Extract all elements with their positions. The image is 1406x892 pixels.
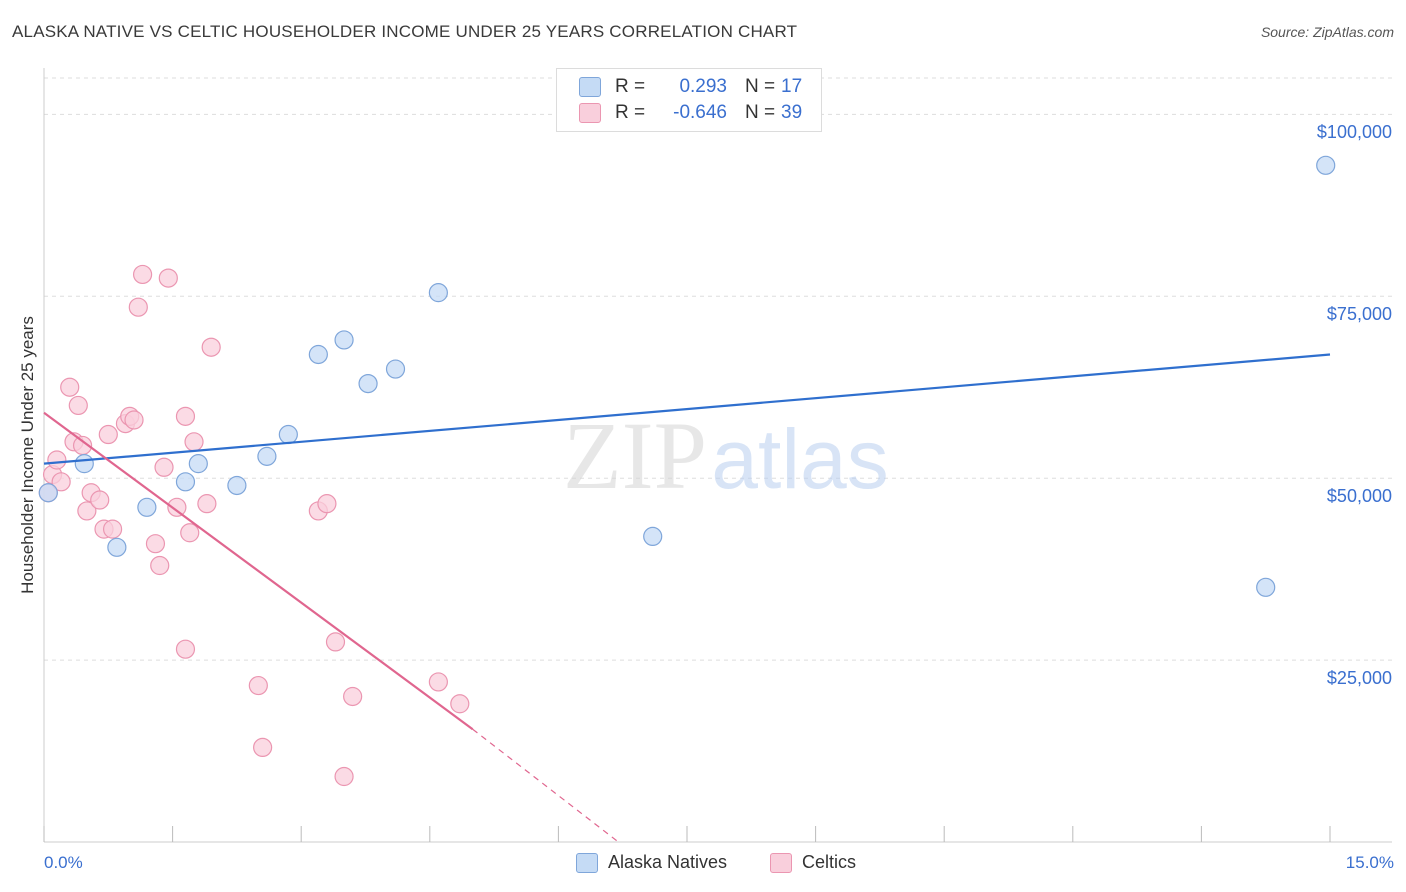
celtics-point	[167, 497, 187, 517]
bottom-legend-celtics: Celtics	[770, 852, 856, 873]
legend-r-value: -0.646	[673, 102, 727, 123]
bottom-legend-alaska-natives: Alaska Natives	[576, 852, 727, 873]
celtics-point	[253, 737, 273, 758]
celtics-point	[124, 410, 144, 430]
alaska-natives-points	[38, 155, 1336, 597]
y-tick-label: $75,000	[1326, 304, 1392, 325]
celtics-point	[343, 686, 363, 707]
source-label: Source: ZipAtlas.com	[1260, 24, 1394, 40]
legend-row-alaska-natives: R = 0.293 N = 17	[579, 74, 802, 100]
celtics-point	[132, 264, 153, 285]
legend-r-label: R =	[615, 102, 646, 123]
alaska-natives-point	[643, 526, 663, 547]
legend-swatch-pink	[579, 103, 601, 123]
legend-swatch-blue	[579, 77, 601, 97]
alaska-natives-point	[334, 330, 354, 350]
celtics-point	[450, 694, 470, 714]
alaska-natives-point	[38, 483, 58, 503]
celtics-point	[158, 268, 178, 288]
alaska-natives-point	[107, 537, 127, 557]
legend-n-label: N =	[745, 102, 776, 123]
alaska-natives-point	[308, 344, 328, 365]
alaska-natives-point	[1256, 577, 1276, 597]
alaska-natives-point	[278, 424, 298, 445]
celtics-point	[77, 501, 97, 521]
y-tick-label: $25,000	[1326, 668, 1392, 689]
alaska-natives-point	[227, 475, 247, 496]
celtics-point	[175, 406, 196, 426]
legend-r-label: R =	[615, 76, 646, 97]
celtics-point	[98, 424, 118, 445]
celtics-trend-extension	[472, 728, 619, 843]
celtics-point	[51, 472, 71, 492]
alaska-natives-point	[74, 454, 94, 474]
celtics-point	[60, 377, 80, 397]
bottom-legend-swatch-pink	[770, 852, 792, 873]
bottom-legend-label: Celtics	[802, 852, 857, 872]
legend-n-value: 39	[781, 102, 803, 123]
celtics-point	[334, 766, 354, 787]
watermark-atlas: atlas	[711, 412, 888, 506]
celtics-point	[197, 494, 217, 514]
alaska-natives-point	[188, 454, 208, 474]
bottom-legend-swatch-blue	[576, 852, 598, 873]
celtics-point	[317, 494, 337, 514]
legend-r-value: 0.293	[679, 76, 727, 97]
celtics-point	[248, 675, 268, 696]
celtics-point	[428, 672, 448, 692]
celtics-point	[150, 555, 170, 576]
legend-n-label: N =	[745, 76, 776, 97]
alaska-natives-point	[1316, 155, 1336, 175]
y-axis-title: Householder Income Under 25 years	[18, 316, 37, 594]
x-tick-label-max: 15.0%	[1345, 853, 1394, 872]
celtics-point	[184, 432, 204, 452]
celtics-point	[180, 523, 200, 543]
alaska-natives-point	[358, 374, 378, 394]
x-tick-label-min: 0.0%	[44, 853, 83, 872]
celtics-point	[154, 457, 174, 477]
celtics-point	[201, 337, 221, 357]
watermark-zip: ZIP	[563, 402, 707, 509]
celtics-trend-line	[43, 411, 474, 731]
celtics-point	[68, 395, 88, 416]
alaska-natives-point	[175, 472, 196, 492]
gridlines	[44, 77, 1392, 661]
celtics-points	[38, 264, 470, 787]
alaska-natives-point	[385, 359, 406, 379]
y-tick-label: $50,000	[1326, 486, 1392, 507]
celtics-point	[47, 450, 67, 470]
correlation-legend: R = 0.293 N = 17 R = -0.646 N = 39	[556, 68, 822, 132]
axes	[43, 68, 1392, 843]
y-tick-label: $100,000	[1316, 122, 1392, 143]
alaska-natives-point	[257, 446, 277, 466]
celtics-point	[175, 639, 196, 659]
celtics-point	[325, 632, 346, 652]
celtics-point	[90, 490, 110, 510]
trend-lines	[43, 353, 1331, 843]
chart-title: ALASKA NATIVE VS CELTIC HOUSEHOLDER INCO…	[12, 22, 798, 41]
celtics-point	[145, 534, 166, 554]
alaska-natives-point	[428, 283, 448, 303]
legend-n-value: 17	[781, 76, 803, 97]
celtics-point	[128, 297, 148, 317]
alaska-natives-point	[137, 497, 157, 517]
bottom-legend-label: Alaska Natives	[608, 852, 728, 872]
alaska-natives-trend-line	[43, 353, 1331, 465]
celtics-point	[102, 519, 123, 539]
legend-row-celtics: R = -0.646 N = 39	[579, 100, 802, 126]
